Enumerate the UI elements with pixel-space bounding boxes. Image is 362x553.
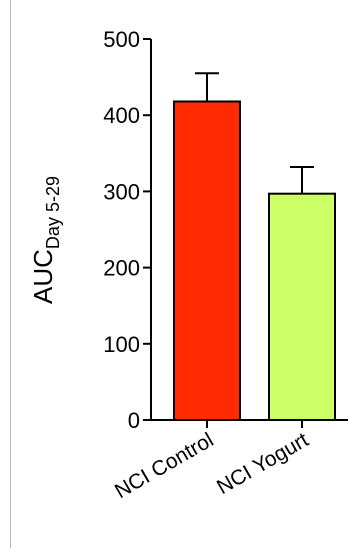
y-axis-label-subscript: Day 5-29	[43, 176, 63, 249]
bar-nci-control	[173, 100, 241, 421]
x-tick-label: NCI Yogurt	[213, 428, 313, 499]
bars	[173, 100, 336, 421]
y-axis-label: AUCDay 5-29	[28, 176, 63, 304]
y-tick-label: 400	[103, 103, 140, 128]
left-border-line	[10, 0, 11, 548]
y-tick-label: 300	[103, 179, 140, 204]
y-tick-label: 100	[103, 332, 140, 357]
x-tick-label: NCI Control	[111, 428, 218, 503]
bar-nci-yogurt	[268, 192, 336, 421]
y-tick-label: 500	[103, 27, 140, 52]
y-axis: 0 100 200 300 400 500	[103, 27, 152, 433]
y-axis-label-main: AUC	[28, 249, 58, 304]
y-tick-label: 0	[128, 408, 140, 433]
y-ticks: 0 100 200 300 400 500	[103, 27, 151, 433]
y-tick-label: 200	[103, 256, 140, 281]
error-bars	[195, 72, 314, 194]
